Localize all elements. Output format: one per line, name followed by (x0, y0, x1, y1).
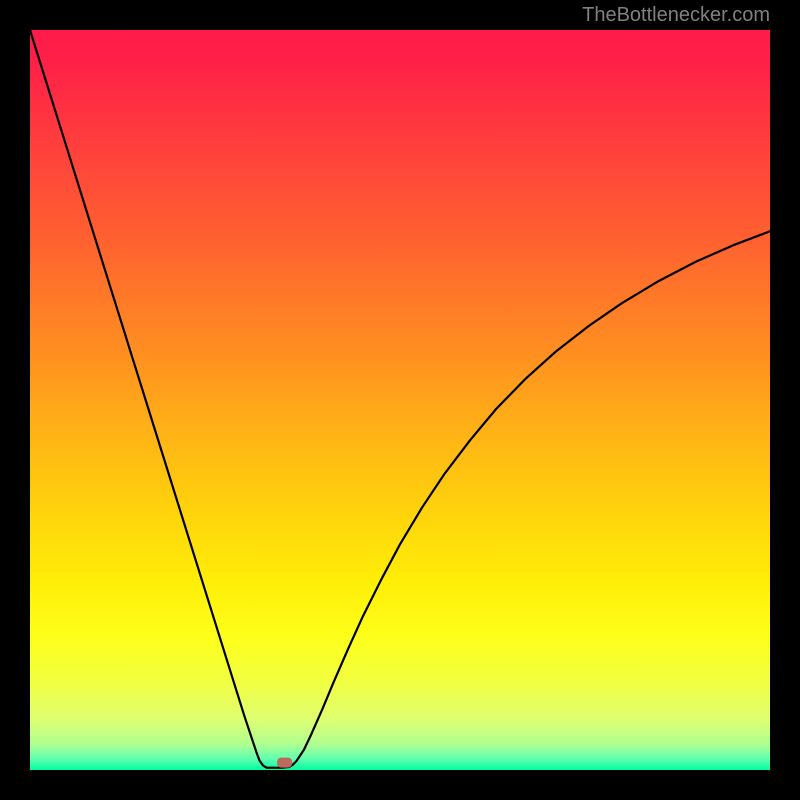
bottleneck-chart (0, 0, 800, 800)
chart-frame: TheBottlenecker.com (0, 0, 800, 800)
plot-background-gradient (30, 30, 770, 770)
watermark-text: TheBottlenecker.com (582, 4, 770, 27)
optimal-point-marker (277, 758, 292, 768)
